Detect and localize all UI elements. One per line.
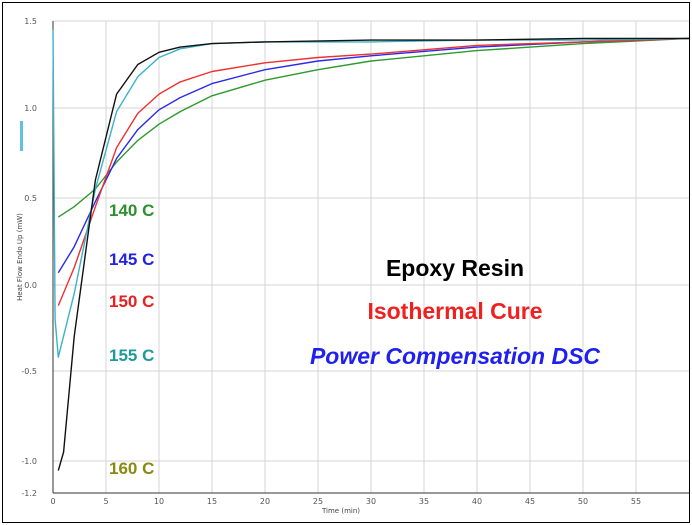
annotation-text: Power Compensation DSC bbox=[310, 343, 600, 369]
series-label: 140 C bbox=[109, 201, 154, 220]
series-line bbox=[57, 37, 690, 218]
y-tick-label: -1.2 bbox=[21, 489, 37, 498]
series-label: 155 C bbox=[109, 346, 154, 365]
series-label: 160 C bbox=[109, 459, 154, 478]
series-line bbox=[57, 37, 690, 274]
series-label: 145 C bbox=[109, 250, 154, 269]
x-tick-label: 20 bbox=[260, 497, 270, 506]
y-tick-label: 1.0 bbox=[24, 104, 37, 113]
series-line bbox=[57, 37, 689, 471]
annotation-text: Epoxy Resin bbox=[386, 255, 524, 281]
series-label: 150 C bbox=[109, 292, 154, 311]
y-tick-label: -1.0 bbox=[21, 457, 37, 466]
x-tick-label: 10 bbox=[154, 497, 164, 506]
x-tick-label: 50 bbox=[578, 497, 588, 506]
y-tick-label: 1.5 bbox=[24, 17, 37, 26]
y-axis-label: Heat Flow Endo Up (mW) bbox=[16, 213, 24, 301]
x-tick-label: 5 bbox=[103, 497, 108, 506]
y-tick-label: -0.5 bbox=[21, 367, 37, 376]
y-tick-label: 0.0 bbox=[24, 281, 37, 290]
series-line bbox=[57, 37, 690, 306]
x-tick-label: 55 bbox=[631, 497, 641, 506]
annotation-text: Isothermal Cure bbox=[367, 298, 542, 324]
x-tick-label: 45 bbox=[525, 497, 535, 506]
axis-marker bbox=[20, 121, 23, 151]
x-tick-label: 0 bbox=[50, 497, 55, 506]
x-tick-label: 15 bbox=[207, 497, 217, 506]
x-tick-label: 25 bbox=[313, 497, 323, 506]
y-tick-label: 0.5 bbox=[24, 194, 37, 203]
x-axis-label: Time (min) bbox=[321, 507, 360, 515]
x-tick-label: 40 bbox=[472, 497, 482, 506]
series-line bbox=[52, 29, 690, 358]
x-tick-label: 30 bbox=[366, 497, 376, 506]
x-tick-label: 35 bbox=[419, 497, 429, 506]
chart-canvas: 0 5 10 15 20 25 30 35 40 45 50 55 -1.2 -1.0 -0.5 0.0 0.5… bbox=[16, 17, 690, 515]
